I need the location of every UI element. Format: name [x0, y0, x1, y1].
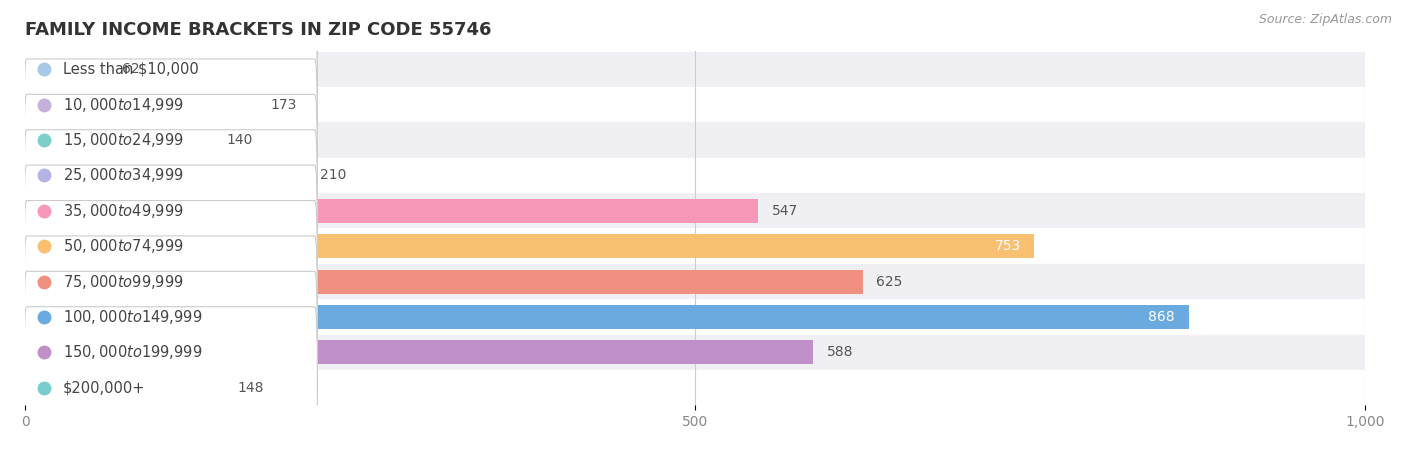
Text: 173: 173	[270, 98, 297, 112]
Text: 62: 62	[122, 62, 139, 76]
Text: $75,000 to $99,999: $75,000 to $99,999	[63, 273, 184, 291]
Bar	[25, 128, 212, 152]
FancyBboxPatch shape	[24, 165, 318, 327]
Bar	[25, 376, 224, 400]
Bar	[25, 340, 813, 364]
Text: $15,000 to $24,999: $15,000 to $24,999	[63, 131, 184, 149]
Bar	[25, 370, 1365, 405]
Text: 547: 547	[772, 204, 799, 218]
FancyBboxPatch shape	[24, 307, 318, 450]
Text: 625: 625	[876, 274, 903, 288]
Bar	[25, 264, 1365, 299]
FancyBboxPatch shape	[24, 271, 318, 433]
Text: 868: 868	[1149, 310, 1175, 324]
FancyBboxPatch shape	[24, 130, 318, 292]
Bar	[25, 305, 1188, 329]
Text: Source: ZipAtlas.com: Source: ZipAtlas.com	[1258, 14, 1392, 27]
Text: $100,000 to $149,999: $100,000 to $149,999	[63, 308, 202, 326]
FancyBboxPatch shape	[24, 23, 318, 185]
FancyBboxPatch shape	[24, 236, 318, 398]
FancyBboxPatch shape	[24, 201, 318, 363]
Text: $200,000+: $200,000+	[63, 380, 145, 395]
Bar	[25, 299, 1365, 335]
Bar	[25, 158, 1365, 193]
FancyBboxPatch shape	[24, 0, 318, 150]
Text: $50,000 to $74,999: $50,000 to $74,999	[63, 237, 184, 255]
Text: 210: 210	[321, 168, 346, 182]
Bar	[25, 193, 1365, 229]
Bar	[25, 163, 307, 187]
Text: Less than $10,000: Less than $10,000	[63, 62, 198, 76]
Bar	[25, 51, 1365, 87]
Bar	[25, 270, 863, 293]
Text: 588: 588	[827, 345, 853, 360]
Text: 148: 148	[238, 381, 263, 395]
Bar	[25, 57, 108, 81]
Bar	[25, 335, 1365, 370]
Text: $10,000 to $14,999: $10,000 to $14,999	[63, 95, 184, 113]
Text: $25,000 to $34,999: $25,000 to $34,999	[63, 166, 184, 184]
Text: $150,000 to $199,999: $150,000 to $199,999	[63, 343, 202, 361]
FancyBboxPatch shape	[24, 59, 318, 221]
Bar	[25, 93, 257, 117]
Bar	[25, 122, 1365, 158]
Text: 140: 140	[226, 133, 253, 147]
Text: $35,000 to $49,999: $35,000 to $49,999	[63, 202, 184, 220]
Text: FAMILY INCOME BRACKETS IN ZIP CODE 55746: FAMILY INCOME BRACKETS IN ZIP CODE 55746	[25, 21, 492, 39]
Bar	[25, 87, 1365, 122]
Bar	[25, 229, 1365, 264]
Bar	[25, 199, 758, 223]
Bar	[25, 234, 1035, 258]
Text: 753: 753	[994, 239, 1021, 253]
FancyBboxPatch shape	[24, 94, 318, 256]
